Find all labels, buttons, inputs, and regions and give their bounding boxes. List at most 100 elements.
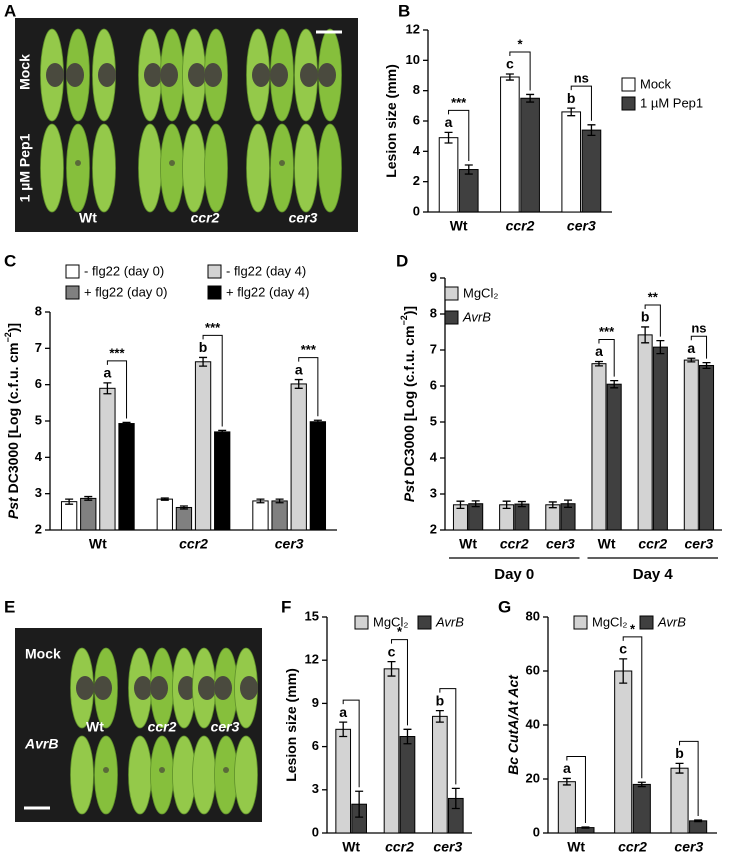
y-axis-label-part: Pst <box>401 479 417 502</box>
lesion <box>223 767 229 773</box>
y-tick-label: 4 <box>413 143 421 158</box>
bar <box>614 670 633 834</box>
significance-bracket <box>298 357 319 417</box>
leaf <box>270 123 294 213</box>
bar <box>252 500 269 531</box>
group-letter: b <box>567 90 576 106</box>
y-axis-label-part: DC3000 [Log (c.f.u. cm <box>401 325 417 480</box>
bar <box>670 767 689 834</box>
panel-letter: G <box>498 597 511 616</box>
bar <box>290 383 307 531</box>
y-axis-label-part: Bc CutA/At Act <box>505 674 521 775</box>
lesion <box>159 767 165 773</box>
x-tick-label: Wt <box>567 839 585 855</box>
x-tick-label: ccr2 <box>618 839 647 855</box>
bar <box>432 715 448 834</box>
lesion <box>188 63 206 87</box>
lesion <box>75 160 81 166</box>
leaf <box>128 735 152 815</box>
lesion <box>178 676 196 700</box>
column-label: Wt <box>86 719 104 735</box>
significance-label: *** <box>451 95 467 110</box>
column-label: Wt <box>79 210 97 226</box>
significance-bracket <box>644 304 661 337</box>
y-tick-label: 6 <box>413 112 420 127</box>
y-tick-label: 4 <box>430 449 438 464</box>
panel-letter: E <box>4 597 15 616</box>
significance-label: *** <box>599 324 615 339</box>
significance-label: * <box>397 624 403 639</box>
y-tick-label: 20 <box>526 770 540 785</box>
bar <box>683 359 699 531</box>
significance-bracket <box>448 109 470 161</box>
bar <box>194 361 212 531</box>
significance-bracket <box>509 51 531 91</box>
group-label: Day 0 <box>494 566 534 583</box>
legend-swatch <box>207 285 222 300</box>
significance-label: ns <box>691 321 706 336</box>
error-bar <box>199 356 208 367</box>
lesion <box>144 63 162 87</box>
legend-swatch <box>417 615 432 630</box>
error-bar <box>641 326 650 344</box>
bar <box>606 383 622 531</box>
leaf <box>70 735 94 815</box>
panel-letter: C <box>4 251 16 270</box>
y-tick-label: 2 <box>35 521 42 536</box>
lesion <box>240 676 258 700</box>
leaf <box>294 123 318 213</box>
group-letter: c <box>388 643 396 659</box>
y-axis-label: Pst DC3000 [Log (c.f.u. cm−2)] <box>3 323 20 519</box>
lesion <box>66 63 84 87</box>
error-bar <box>610 379 619 389</box>
x-tick-label: cer3 <box>674 839 703 855</box>
bar <box>637 334 653 531</box>
leaf <box>160 123 184 213</box>
group-letter: a <box>445 114 453 130</box>
row-label: Mock <box>25 646 61 662</box>
y-tick-label: 6 <box>312 738 319 753</box>
x-tick-label: cer3 <box>275 536 304 552</box>
y-axis-label-part: DC3000 [Log (c.f.u. cm <box>5 342 21 497</box>
legend-swatch <box>207 264 222 279</box>
legend-swatch <box>65 264 80 279</box>
error-bar <box>256 498 265 504</box>
error-bar <box>675 762 684 774</box>
x-tick-label: ccr2 <box>179 536 208 552</box>
y-tick-label: 7 <box>430 341 437 356</box>
x-tick-label: ccr2 <box>638 536 667 552</box>
y-tick-label: 0 <box>312 824 319 839</box>
error-bar <box>387 660 396 677</box>
y-axis-label: Lesion size (mm) <box>383 64 399 178</box>
significance-bracket <box>439 688 457 785</box>
x-tick-label: Wt <box>450 218 468 234</box>
significance-bracket <box>690 335 708 359</box>
bar <box>581 129 602 213</box>
y-tick-label: 3 <box>312 781 319 796</box>
lesion <box>252 63 270 87</box>
y-tick-label: 4 <box>35 449 43 464</box>
lesion <box>300 63 318 87</box>
y-tick-label: 5 <box>35 412 42 427</box>
y-tick-label: 5 <box>430 413 437 428</box>
error-bar <box>84 495 93 501</box>
bar <box>118 423 135 531</box>
group-letter: b <box>199 339 208 355</box>
y-axis-label-part: )] <box>401 306 417 315</box>
leaf <box>246 123 270 213</box>
column-label: cer3 <box>289 210 318 226</box>
y-tick-label: 10 <box>406 52 420 67</box>
bar <box>399 736 416 834</box>
significance-label: ** <box>648 289 659 304</box>
legend-label: MgCl₂ <box>463 285 498 300</box>
x-tick-label: ccr2 <box>385 839 414 855</box>
leaf <box>138 123 162 213</box>
legend-label: AvrB <box>462 309 491 324</box>
error-bar <box>637 781 646 788</box>
bar <box>557 781 576 834</box>
legend-swatch <box>65 285 80 300</box>
bar <box>632 783 651 834</box>
y-tick-label: 6 <box>35 376 42 391</box>
significance-label: ns <box>574 71 589 86</box>
